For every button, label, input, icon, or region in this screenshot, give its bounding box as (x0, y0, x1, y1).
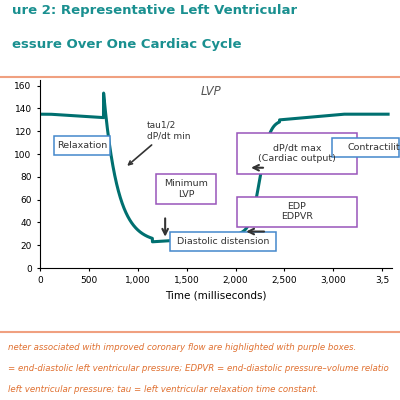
Text: left ventricular pressure; tau = left ventricular relaxation time constant.: left ventricular pressure; tau = left ve… (8, 385, 318, 394)
Text: tau1/2
dP/dt min: tau1/2 dP/dt min (128, 121, 190, 165)
Text: = end-diastolic left ventricular pressure; EDPVR = end-diastolic pressure–volume: = end-diastolic left ventricular pressur… (8, 364, 389, 373)
FancyBboxPatch shape (237, 133, 357, 174)
Text: Minimum
LVP: Minimum LVP (164, 179, 208, 199)
X-axis label: Time (milliseconds): Time (milliseconds) (165, 291, 267, 301)
FancyBboxPatch shape (54, 136, 110, 155)
FancyBboxPatch shape (332, 138, 399, 157)
Text: ure 2: Representative Left Ventricular: ure 2: Representative Left Ventricular (12, 4, 297, 17)
Text: dP/dt max
(Cardiac output): dP/dt max (Cardiac output) (258, 144, 336, 163)
Text: essure Over One Cardiac Cycle: essure Over One Cardiac Cycle (12, 38, 242, 51)
FancyBboxPatch shape (156, 174, 216, 204)
Text: Diastolic distension: Diastolic distension (177, 237, 269, 246)
Text: Relaxation: Relaxation (57, 141, 107, 150)
FancyBboxPatch shape (170, 232, 276, 251)
Text: LVP: LVP (201, 85, 222, 98)
Text: Contractility: Contractility (348, 143, 400, 152)
Text: EDP
EDPVR: EDP EDPVR (281, 202, 313, 221)
FancyBboxPatch shape (237, 196, 357, 227)
Text: neter associated with improved coronary flow are highlighted with purple boxes.: neter associated with improved coronary … (8, 342, 356, 352)
